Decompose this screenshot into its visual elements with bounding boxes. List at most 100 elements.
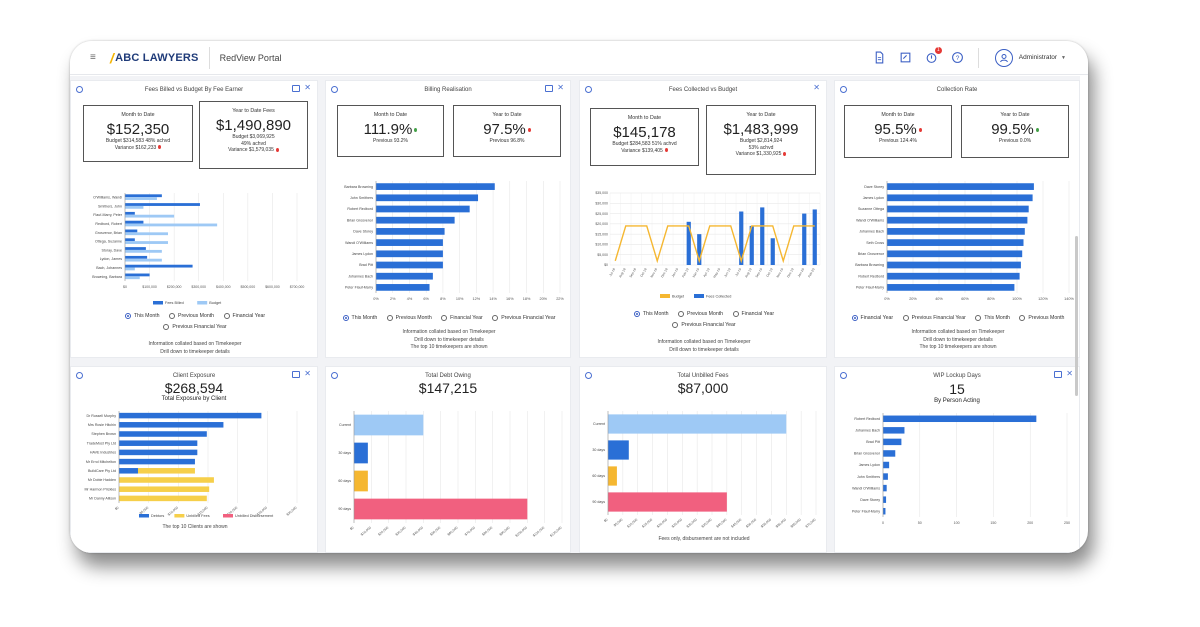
bar[interactable] [125, 229, 138, 233]
kpi-year-to-date[interactable]: Year to Date 99.5% Previous 0.0% [961, 105, 1069, 158]
radio-financial-year[interactable]: Financial Year [441, 313, 483, 324]
radio-this-month[interactable]: This Month [124, 311, 160, 322]
bar[interactable] [125, 232, 168, 236]
bar[interactable] [608, 414, 787, 434]
bar[interactable] [883, 450, 896, 457]
bar[interactable] [887, 205, 1029, 213]
close-icon[interactable]: ✕ [1066, 369, 1073, 378]
bar[interactable] [887, 228, 1025, 235]
bar[interactable] [760, 207, 765, 265]
bar[interactable] [119, 495, 207, 502]
bar[interactable] [125, 273, 150, 277]
info-icon[interactable] [840, 372, 847, 379]
kpi-year-to-date[interactable]: Year to Date $1,483,999 Budget $2,814,92… [706, 105, 816, 175]
bar[interactable] [354, 442, 368, 464]
info-icon[interactable] [331, 372, 338, 379]
bar[interactable] [883, 484, 887, 492]
radio-financial-year[interactable]: Financial Year [851, 313, 893, 324]
radio-previous-month[interactable]: Previous Month [169, 311, 214, 322]
bar[interactable] [697, 234, 702, 265]
bar[interactable] [125, 276, 140, 280]
radio-previous-financial-year[interactable]: Previous Financial Year [163, 322, 227, 333]
info-icon[interactable] [840, 86, 847, 93]
radio-previous-month[interactable]: Previous Month [678, 309, 723, 320]
bar[interactable] [119, 440, 198, 446]
bar[interactable] [125, 214, 175, 218]
info-icon[interactable] [585, 372, 592, 379]
bar[interactable] [354, 470, 368, 492]
radio-financial-year[interactable]: Financial Year [223, 311, 265, 322]
bar[interactable] [887, 183, 1034, 190]
document-icon[interactable] [872, 50, 888, 66]
bar[interactable] [376, 216, 455, 224]
bar[interactable] [883, 438, 902, 446]
logo[interactable]: / ABC LAWYERS [110, 49, 199, 66]
bar[interactable] [119, 412, 262, 419]
menu-icon[interactable]: ≡ [90, 52, 96, 63]
bar[interactable] [125, 197, 157, 200]
bar[interactable] [137, 468, 195, 474]
bar[interactable] [125, 205, 144, 209]
bar[interactable] [125, 258, 162, 262]
close-icon[interactable]: ✕ [304, 369, 311, 378]
radio-previous-financial-year[interactable]: Previous Financial Year [902, 313, 966, 324]
bar[interactable] [812, 209, 817, 265]
bar[interactable] [354, 498, 528, 520]
bar[interactable] [125, 220, 144, 224]
bar[interactable] [376, 272, 433, 280]
scrollbar[interactable] [1075, 236, 1078, 396]
avatar[interactable] [994, 48, 1013, 67]
radio-previous-month[interactable]: Previous Month [386, 313, 432, 324]
bar[interactable] [376, 284, 430, 291]
bar[interactable] [125, 264, 193, 268]
bar[interactable] [119, 422, 224, 428]
kpi-month-to-date[interactable]: Month to Date 111.9% Previous 93.2% [337, 105, 444, 157]
expand-icon[interactable] [292, 371, 300, 378]
close-icon[interactable]: ✕ [813, 83, 820, 92]
bar[interactable] [125, 241, 168, 244]
bar[interactable] [125, 203, 200, 206]
bar[interactable] [887, 250, 1023, 258]
bar[interactable] [376, 250, 443, 258]
radio-this-month[interactable]: This Month [342, 313, 377, 324]
bar[interactable] [887, 261, 1021, 269]
bar[interactable] [119, 458, 195, 465]
bar[interactable] [887, 284, 1015, 291]
bar[interactable] [770, 238, 775, 265]
bar[interactable] [125, 223, 218, 227]
close-icon[interactable]: ✕ [304, 83, 311, 92]
info-icon[interactable] [76, 86, 83, 93]
bar[interactable] [119, 486, 210, 492]
bar[interactable] [887, 239, 1024, 246]
info-icon[interactable] [585, 86, 592, 93]
bar[interactable] [125, 194, 162, 198]
bar[interactable] [376, 205, 470, 213]
bar[interactable] [125, 255, 148, 259]
help-icon[interactable]: ? [950, 50, 966, 66]
bar[interactable] [883, 496, 887, 503]
bar[interactable] [887, 216, 1028, 224]
kpi-year-to-date[interactable]: Year to Date 97.5% Previous 96.8% [453, 105, 561, 157]
bar[interactable] [125, 211, 135, 215]
close-icon[interactable]: ✕ [557, 83, 564, 92]
expand-icon[interactable] [292, 85, 300, 92]
bar[interactable] [883, 427, 905, 434]
bar[interactable] [119, 477, 214, 483]
bar[interactable] [887, 194, 1033, 202]
expand-icon[interactable] [545, 85, 553, 92]
radio-this-month[interactable]: This Month [975, 313, 1010, 324]
bar[interactable] [376, 183, 495, 190]
bar[interactable] [125, 238, 135, 242]
radio-previous-financial-year[interactable]: Previous Financial Year [672, 320, 736, 331]
bar[interactable] [354, 414, 424, 436]
radio-previous-financial-year[interactable]: Previous Financial Year [492, 313, 555, 324]
bar[interactable] [376, 239, 443, 246]
kpi-month-to-date[interactable]: Month to Date 95.5% Previous 124.4% [844, 105, 952, 158]
radio-this-month[interactable]: This Month [633, 309, 669, 320]
bar[interactable] [119, 449, 198, 456]
bar[interactable] [608, 466, 617, 486]
bar[interactable] [125, 247, 146, 250]
bar[interactable] [883, 473, 888, 480]
bar[interactable] [376, 261, 443, 269]
bar[interactable] [608, 440, 629, 460]
